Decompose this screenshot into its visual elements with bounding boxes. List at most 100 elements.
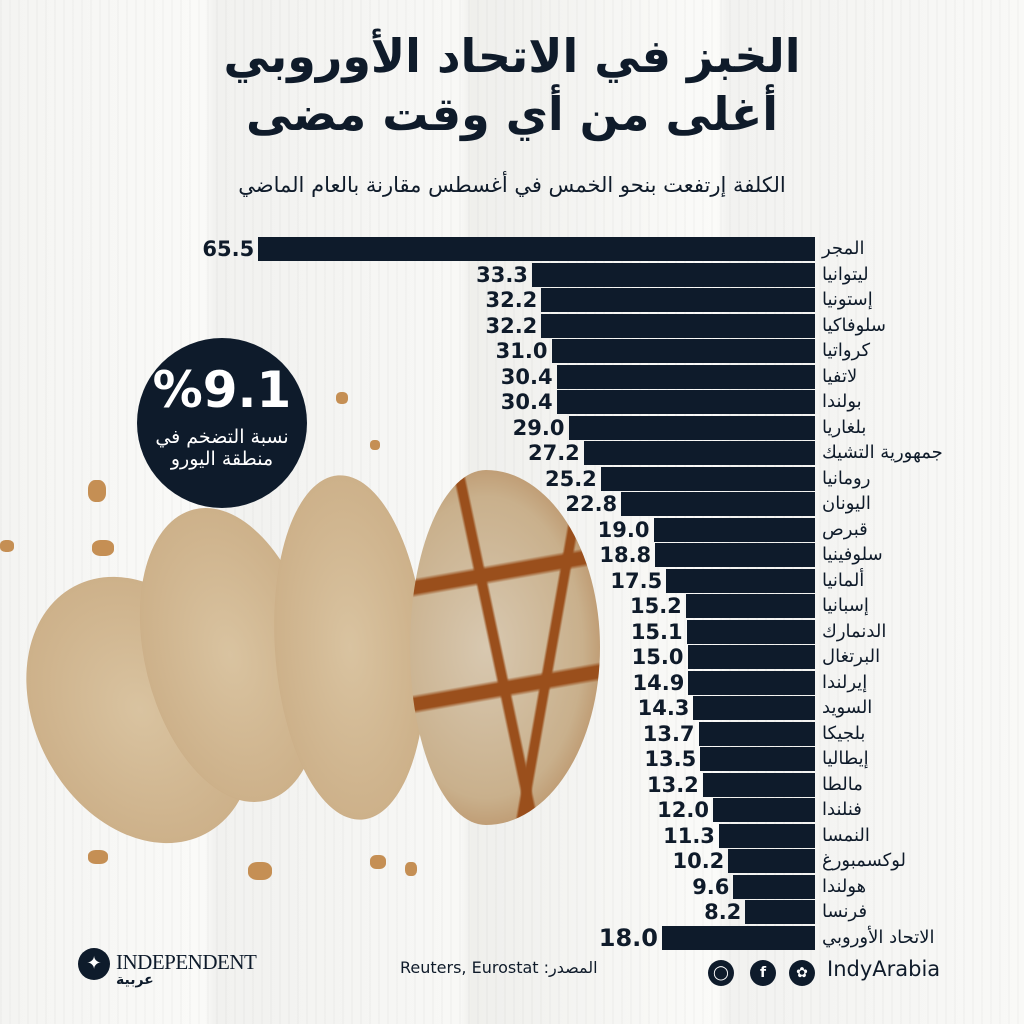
bar-row: 15.0 البرتغال: [0, 645, 1024, 669]
bar-category-label: بلجيكا: [822, 722, 866, 744]
facebook-icon[interactable]: f: [750, 960, 776, 986]
crumb-decoration: [336, 392, 348, 404]
chart-title-line2: أغلى من أي وقت مضى: [245, 87, 779, 141]
bread-loaf-image: [410, 470, 600, 825]
bar: [713, 798, 815, 822]
bar-row: 15.2 إسبانيا: [0, 594, 1024, 618]
bar-row: 29.0 بلغاريا: [0, 415, 1024, 440]
crumb-decoration: [370, 440, 380, 450]
bar: [600, 466, 815, 491]
bar-category-label: لاتفيا: [822, 365, 858, 387]
bar-value-label: 17.5: [610, 568, 663, 593]
bar-row: 65.5 المجر: [0, 237, 1024, 261]
bar-value-label: 25.2: [544, 466, 597, 491]
bar: [687, 645, 815, 669]
bar: [685, 594, 815, 618]
bar: [666, 568, 815, 593]
bar-value-label: 18.8: [599, 543, 652, 567]
bar-value-label: 29.0: [512, 415, 565, 440]
bar-category-label: مالطا: [822, 773, 863, 795]
twitter-icon[interactable]: ✿: [789, 960, 815, 986]
bar-row: 10.2 لوكسمبورغ: [0, 849, 1024, 873]
bar-row: 13.5 إيطاليا: [0, 747, 1024, 771]
inflation-badge: %9.1 نسبة التضخم في منطقة اليورو: [137, 338, 307, 508]
bar-value-label: 8.2: [704, 900, 742, 924]
bar: [541, 313, 815, 338]
bar-category-label: سلوفينيا: [822, 544, 883, 565]
bar-value-label: 13.2: [646, 772, 699, 797]
bar-category-label: إيطاليا: [822, 748, 869, 769]
bar: [688, 670, 815, 695]
badge-label-line1: نسبة التضخم في: [155, 426, 289, 448]
bar-category-label: فنلندا: [822, 799, 862, 820]
bar-row: 11.3 النمسا: [0, 823, 1024, 848]
bar-category-label: بلغاريا: [822, 416, 867, 438]
bar-row: 25.2 رومانيا: [0, 466, 1024, 491]
bar-category-label: رومانيا: [822, 467, 871, 489]
bar-category-label: الاتحاد الأوروبي: [822, 926, 935, 948]
crumb-decoration: [92, 540, 114, 556]
bar-category-label: السويد: [822, 697, 873, 718]
bar-category-label: بولندا: [822, 391, 862, 412]
bar-category-label: لوكسمبورغ: [822, 850, 906, 871]
bar-row: 31.0 كرواتيا: [0, 339, 1024, 363]
social-handle[interactable]: IndyArabia: [827, 957, 941, 981]
bar-value-label: 13.5: [644, 747, 697, 771]
bar: [702, 772, 815, 797]
bar-category-label: إستونيا: [822, 289, 873, 310]
bar-row: 32.2 إستونيا: [0, 288, 1024, 312]
bar-value-label: 19.0: [597, 517, 650, 542]
bar-row: 27.2 جمهورية التشيك: [0, 441, 1024, 465]
bar: [745, 900, 815, 924]
bar-value-label: 32.2: [485, 313, 538, 338]
bar-category-label: هولندا: [822, 875, 867, 897]
source-note: Reuters, Eurostat :المصدر: [400, 958, 598, 977]
bar-category-label: إيرلندا: [822, 671, 868, 693]
bar: [541, 288, 815, 312]
bar-value-label: 10.2: [672, 849, 725, 873]
bar: [655, 543, 815, 567]
bar-row: 18.8 سلوفينيا: [0, 543, 1024, 567]
bar-value-label: 30.4: [500, 364, 553, 389]
bar-row: 22.8 اليونان: [0, 492, 1024, 516]
bar-value-label: 15.2: [629, 594, 682, 618]
bar: [718, 823, 815, 848]
instagram-icon[interactable]: ◯: [708, 960, 734, 986]
bar-row: 32.2 سلوفاكيا: [0, 313, 1024, 338]
crumb-decoration: [405, 862, 417, 876]
bar: [531, 262, 815, 287]
bar-value-label: 18.0: [598, 923, 658, 952]
bar-row: 19.0 قبرص: [0, 517, 1024, 542]
bar-value-label: 15.1: [630, 619, 683, 644]
bar-category-label: البرتغال: [822, 646, 881, 667]
logo-wordmark: INDEPENDENT: [116, 950, 257, 974]
bar-row: 13.2 مالطا: [0, 772, 1024, 797]
crumb-decoration: [370, 855, 386, 869]
bar: [728, 849, 815, 873]
bar-row: 8.2 فرنسا: [0, 900, 1024, 924]
bar-value-label: 32.2: [485, 288, 538, 312]
crumb-decoration: [0, 540, 14, 552]
badge-label-line2: منطقة اليورو: [170, 448, 274, 470]
bar-value-label: 27.2: [527, 441, 580, 465]
badge-value: %9.1: [152, 361, 292, 419]
bar-row: 30.4 بولندا: [0, 390, 1024, 414]
bar: [551, 339, 815, 363]
bar-row: 14.9 إيرلندا: [0, 670, 1024, 695]
bar: [653, 517, 815, 542]
bar-category-label: المجر: [822, 238, 865, 259]
crumb-decoration: [88, 480, 106, 502]
bar: [621, 492, 815, 516]
bar-category-label: جمهورية التشيك: [822, 442, 943, 463]
bar: [733, 874, 815, 899]
bar-category-label: الدنمارك: [822, 620, 887, 642]
bar: [693, 696, 815, 720]
bar-category-label: ليتوانيا: [822, 263, 869, 285]
bar-value-label: 31.0: [495, 339, 548, 363]
bar-category-label: اليونان: [822, 493, 871, 514]
bar-value-label: 14.3: [637, 696, 690, 720]
bar-row: 17.5 ألمانيا: [0, 568, 1024, 593]
bar-row: 30.4 لاتفيا: [0, 364, 1024, 389]
crumb-decoration: [88, 850, 108, 864]
bar-value-label: 65.5: [202, 237, 255, 261]
